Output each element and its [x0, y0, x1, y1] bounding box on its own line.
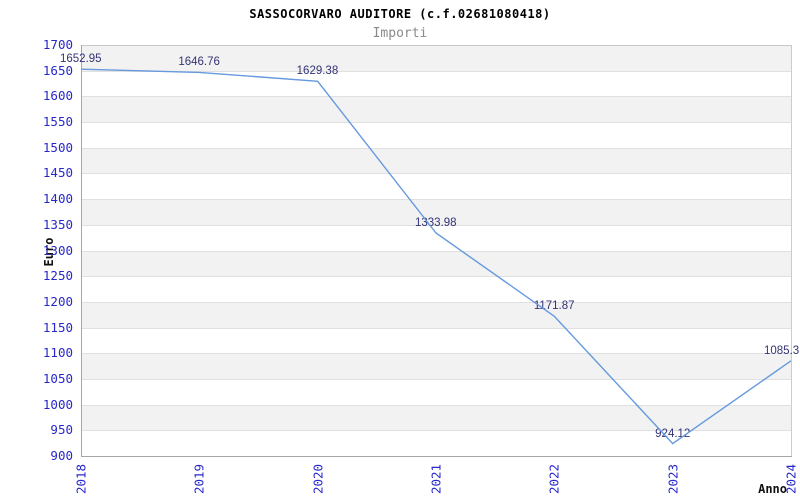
y-tick-label: 1700 — [42, 37, 73, 52]
plot-band-gray — [81, 250, 791, 277]
y-tick-label: 900 — [50, 448, 73, 463]
y-tick-label: 1150 — [42, 319, 73, 335]
h-gridline — [81, 250, 791, 252]
plot-band-gray — [81, 96, 791, 123]
chart-title: SASSOCORVARO AUDITORE (c.f.02681080418) — [249, 7, 551, 21]
h-gridline — [81, 353, 791, 355]
point-label: 1629.38 — [296, 65, 339, 78]
y-tick-label: 1200 — [42, 293, 73, 309]
y-tick-label: 950 — [50, 422, 73, 438]
y-tick-label: 1650 — [42, 62, 73, 78]
point-label: 924.12 — [655, 427, 691, 440]
y-tick-label: 1300 — [42, 242, 73, 258]
x-axis-line — [81, 456, 792, 457]
y-tick-label: 1350 — [42, 216, 73, 232]
h-gridline — [81, 96, 791, 98]
plot-band-gray — [81, 404, 791, 431]
y-tick-label: 1250 — [42, 268, 73, 284]
plot-band-gray — [81, 353, 791, 379]
plot-area — [81, 45, 791, 456]
h-gridline — [81, 404, 791, 406]
h-gridline — [81, 70, 791, 72]
chart-subtitle: Importi — [372, 26, 428, 41]
h-gridline — [81, 122, 791, 124]
h-gridline — [81, 327, 791, 329]
y-tick-label: 1450 — [42, 165, 73, 181]
plot-band-gray — [81, 147, 791, 174]
point-label: 1171.87 — [533, 300, 575, 313]
h-gridline — [81, 378, 791, 380]
h-gridline — [81, 276, 791, 278]
y-tick-label: 1550 — [42, 114, 73, 130]
point-label: 1333.98 — [415, 217, 457, 230]
y-tick-label: 1050 — [42, 370, 73, 386]
point-label: 1646.76 — [178, 56, 220, 69]
y-axis-line — [81, 45, 82, 457]
h-gridline — [81, 173, 791, 175]
y-tick-label: 1100 — [42, 345, 73, 361]
y-tick-label: 1400 — [42, 191, 73, 207]
plot-border-top — [81, 45, 791, 46]
y-tick-label: 1600 — [42, 88, 73, 104]
plot-border-right — [791, 45, 792, 456]
h-gridline — [81, 301, 791, 303]
x-axis-title: Anno — [758, 482, 787, 496]
y-tick-label: 1500 — [42, 139, 73, 155]
point-label: 1652.95 — [60, 53, 102, 66]
h-gridline — [81, 199, 791, 201]
h-gridline — [81, 147, 791, 149]
plot-band-gray — [81, 301, 791, 328]
plot-band-gray — [81, 45, 791, 71]
y-tick-label: 1000 — [42, 396, 73, 412]
point-label: 1085.3 — [764, 344, 800, 357]
